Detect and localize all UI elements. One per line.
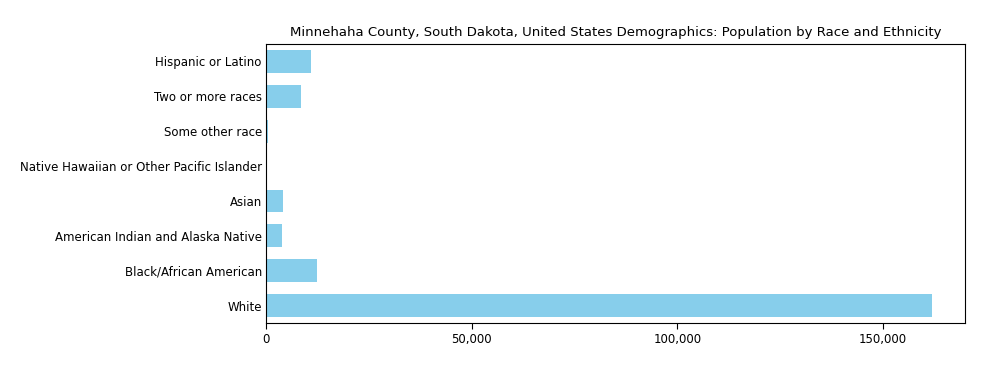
Bar: [266, 50, 311, 73]
Bar: [266, 120, 268, 142]
Title: Minnehaha County, South Dakota, United States Demographics: Population by Race a: Minnehaha County, South Dakota, United S…: [290, 26, 942, 39]
Bar: [266, 294, 933, 317]
Bar: [266, 259, 317, 282]
Bar: [266, 225, 282, 247]
Bar: [266, 190, 284, 212]
Bar: [266, 155, 267, 177]
Bar: [266, 85, 301, 108]
